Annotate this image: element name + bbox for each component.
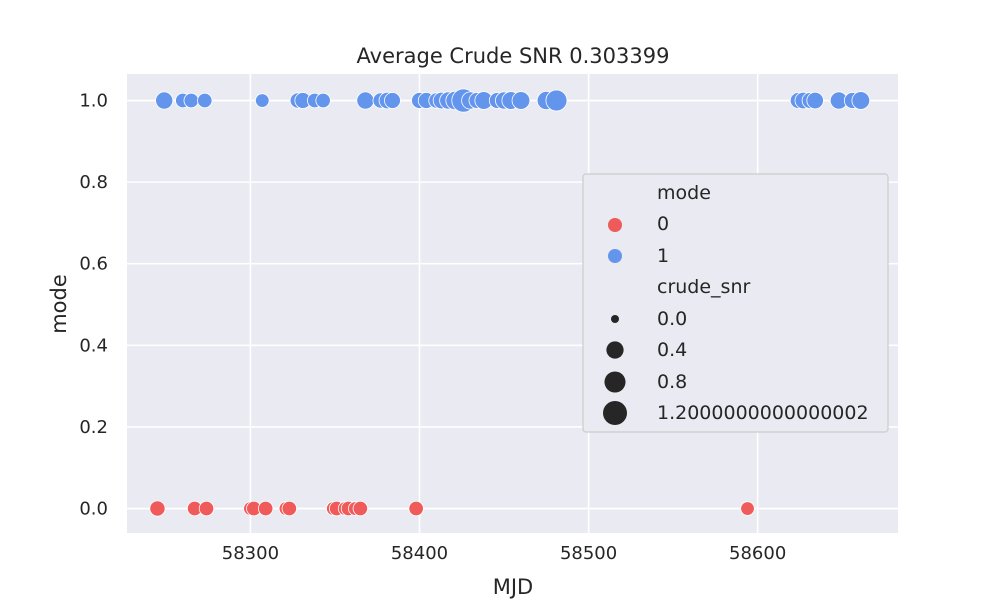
data-point-mode-0 [740, 501, 755, 516]
data-point-mode-0 [257, 500, 274, 517]
y-tick-label: 0.8 [79, 172, 108, 193]
data-point-mode-1 [384, 92, 401, 109]
y-tick-labels: 0.0 0.2 0.4 0.6 0.8 1.0 [79, 91, 108, 520]
legend-hue-title: mode [657, 182, 711, 204]
x-tick-label: 58600 [729, 543, 786, 564]
data-point-mode-1 [197, 92, 213, 109]
data-point-mode-1 [806, 91, 824, 110]
data-point-mode-0 [281, 500, 297, 517]
x-tick-label: 58400 [391, 543, 448, 564]
y-tick-label: 0.2 [79, 417, 108, 438]
legend-label-snr-3: 1.2000000000000002 [657, 402, 869, 424]
data-point-mode-1 [851, 91, 871, 110]
data-point-mode-1 [255, 93, 270, 108]
y-tick-label: 0.6 [79, 254, 108, 275]
legend-label-snr-0: 0.0 [657, 308, 687, 330]
data-point-mode-1 [183, 92, 199, 109]
x-tick-labels: 58300 58400 58500 58600 [222, 543, 787, 564]
data-point-mode-1 [511, 91, 531, 110]
x-tick-label: 58300 [222, 543, 279, 564]
legend-size-title: crude_snr [657, 276, 750, 298]
data-point-mode-1 [545, 89, 568, 112]
data-point-mode-0 [198, 500, 215, 517]
chart-title: Average Crude SNR 0.303399 [357, 44, 670, 68]
legend-box [582, 173, 889, 433]
data-point-mode-1 [356, 91, 375, 110]
legend-marker-snr-3 [603, 401, 627, 425]
data-point-mode-0 [149, 500, 166, 517]
legend-marker-snr-0 [611, 315, 619, 323]
y-tick-label: 0.4 [79, 335, 108, 356]
legend-marker-snr-1 [606, 341, 624, 359]
data-point-mode-1 [315, 92, 331, 109]
legend-label-mode-1: 1 [657, 245, 669, 267]
data-point-mode-0 [352, 500, 368, 517]
legend: mode 0 1 crude_snr 0.0 0.4 0.8 1.2000000… [582, 173, 889, 433]
legend-label-snr-1: 0.4 [657, 339, 687, 361]
data-point-mode-1 [155, 91, 174, 110]
y-tick-label: 1.0 [79, 91, 108, 112]
x-axis-label: MJD [493, 575, 533, 599]
data-points [149, 88, 871, 517]
data-point-mode-0 [408, 500, 424, 517]
legend-marker-mode-1 [608, 249, 622, 263]
legend-marker-mode-0 [608, 218, 622, 232]
legend-label-snr-2: 0.8 [657, 371, 687, 393]
legend-marker-snr-2 [604, 371, 626, 393]
y-axis-label: mode [47, 274, 71, 334]
y-tick-label: 0.0 [79, 499, 108, 520]
x-tick-label: 58500 [560, 543, 617, 564]
legend-label-mode-0: 0 [657, 213, 669, 235]
